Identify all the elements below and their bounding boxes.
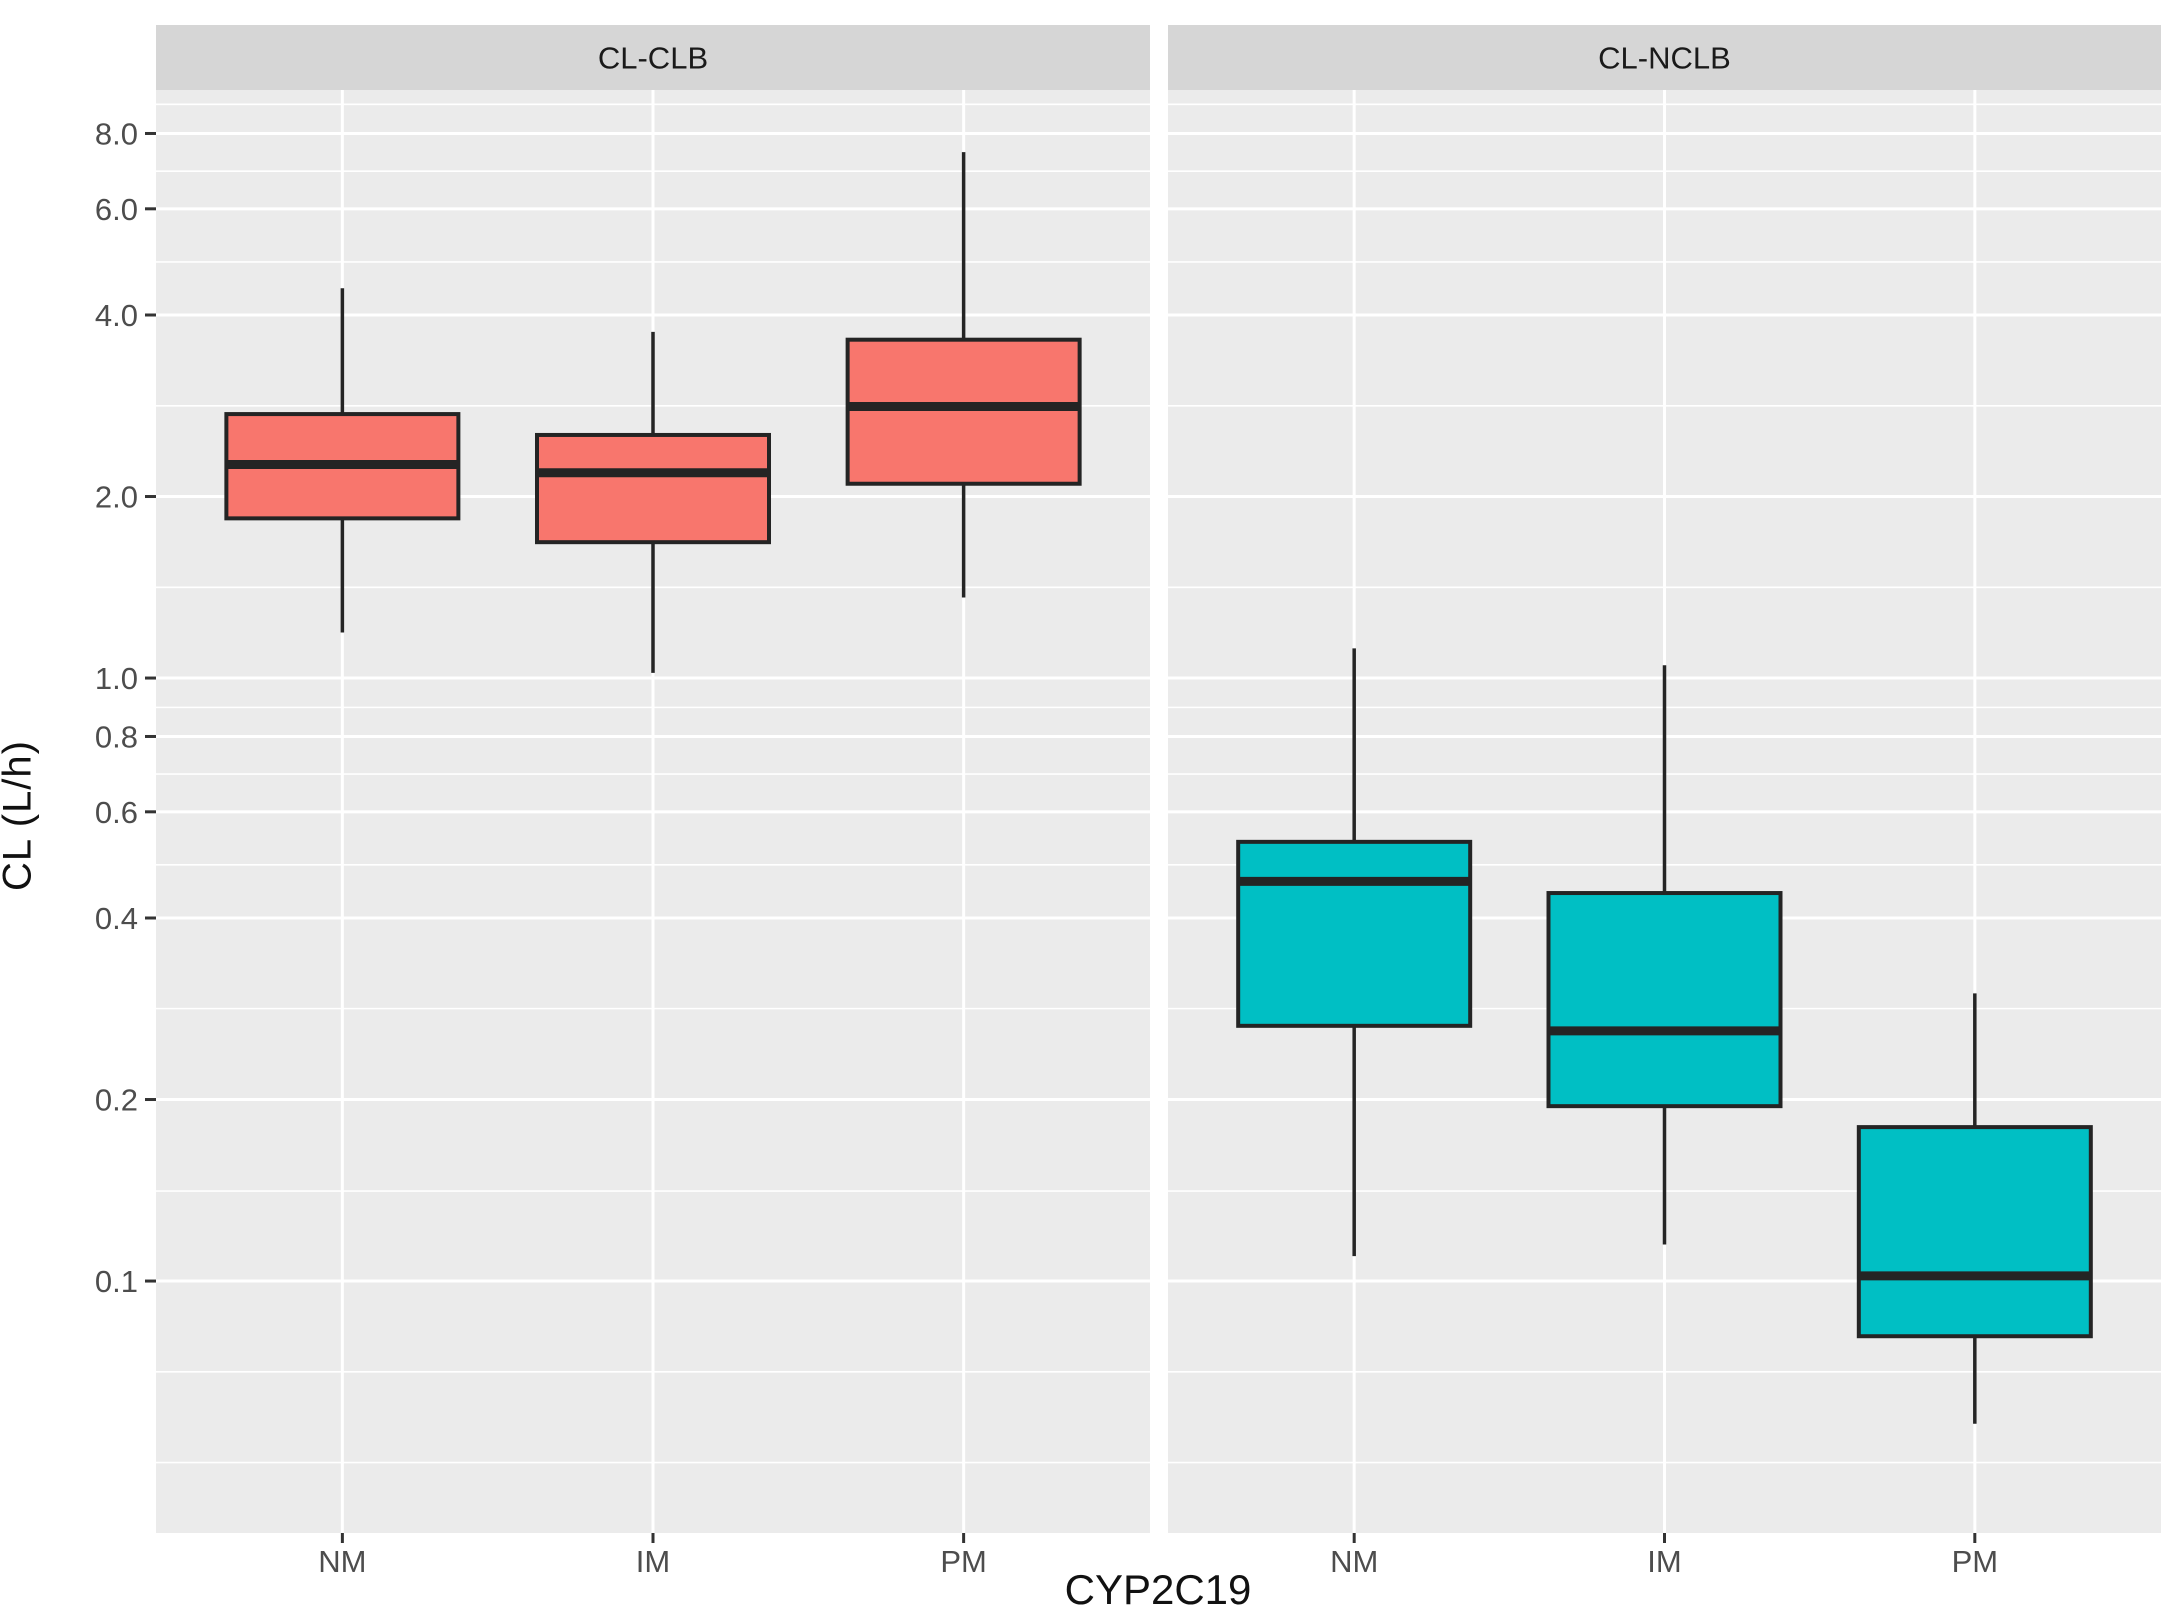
box-iqr	[1236, 839, 1473, 1028]
x-tick-label: NM	[1330, 1544, 1378, 1579]
facet-strip-label: CL-CLB	[598, 41, 708, 76]
facet-strip	[1168, 25, 2161, 90]
y-tick-label: 6.0	[95, 192, 138, 227]
x-tick-label: PM	[940, 1544, 987, 1579]
y-tick-label: 4.0	[95, 298, 138, 333]
y-axis-title: CL (L/h)	[0, 740, 40, 892]
y-tick-label: 0.1	[95, 1264, 138, 1299]
x-tick-label: NM	[318, 1544, 366, 1579]
boxplot-cl-clb-im	[535, 331, 771, 673]
y-tick-label: 0.6	[95, 795, 138, 830]
y-tick-label: 2.0	[95, 480, 138, 515]
x-axis-title: CYP2C19	[1064, 1566, 1252, 1613]
boxplot-cl-nclb-pm	[1856, 993, 2093, 1424]
box-iqr	[1856, 1125, 2093, 1339]
boxplot-cl-clb-pm	[845, 152, 1082, 598]
box-iqr	[845, 337, 1082, 486]
y-tick-label: 1.0	[95, 661, 138, 696]
boxplot-cl-nclb-im	[1546, 665, 1783, 1245]
box-iqr	[535, 432, 771, 545]
boxplot-cl-nclb-nm	[1236, 648, 1473, 1257]
box-iqr	[1546, 891, 1783, 1109]
y-tick-label: 0.2	[95, 1083, 138, 1118]
x-tick-label: IM	[1647, 1544, 1681, 1579]
y-tick-label: 0.4	[95, 901, 138, 936]
y-tick-label: 0.8	[95, 719, 138, 754]
boxplot-cl-clb-nm	[224, 288, 461, 633]
x-tick-label: PM	[1952, 1544, 1999, 1579]
y-tick-label: 8.0	[95, 116, 138, 151]
facet-strip	[156, 25, 1150, 90]
facet-strip-label: CL-NCLB	[1598, 41, 1731, 76]
x-tick-label: IM	[636, 1544, 670, 1579]
